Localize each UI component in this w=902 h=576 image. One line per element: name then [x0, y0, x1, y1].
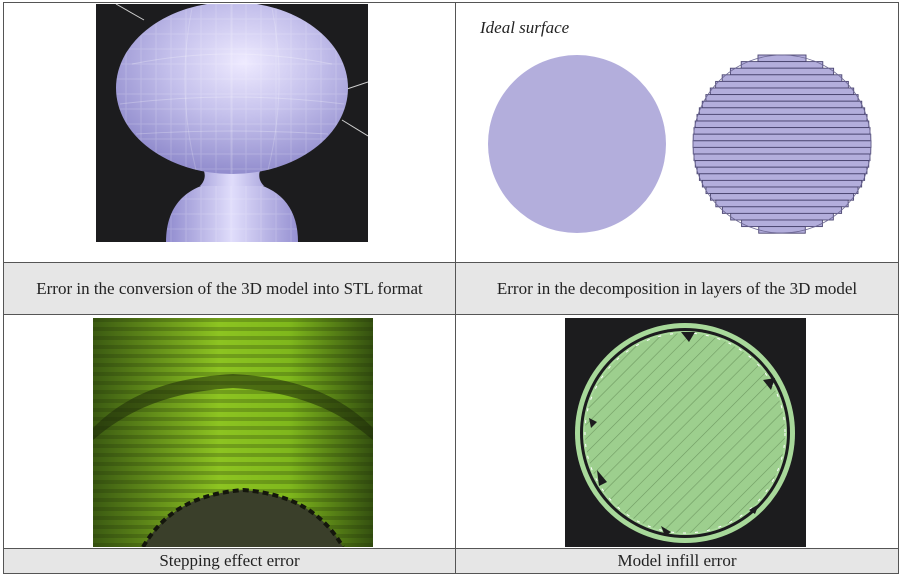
ideal-outline — [692, 54, 872, 234]
caption-infill-error: Model infill error — [456, 549, 898, 573]
layer-strip — [696, 166, 868, 175]
layer-strip — [705, 186, 859, 195]
layer-strip — [701, 100, 863, 109]
layer-decomposition-image — [480, 50, 880, 246]
layer-strip — [694, 160, 870, 168]
caption-stl-conversion: Error in the conversion of the 3D model … — [4, 263, 455, 314]
layer-strip — [693, 153, 871, 162]
layer-strip — [705, 94, 859, 102]
layer-strip — [715, 80, 849, 89]
layer-strip — [729, 67, 835, 76]
layer-strip — [698, 107, 866, 115]
row-divider — [3, 314, 899, 315]
layer-strip — [709, 87, 855, 96]
stepping-effect-image — [93, 318, 373, 547]
layer-strip — [721, 206, 843, 214]
layer-strip — [698, 173, 866, 181]
infill-error-image — [565, 318, 806, 547]
layered-circle — [692, 54, 872, 234]
layer-strip — [701, 179, 863, 188]
ideal-surface-label: Ideal surface — [480, 18, 570, 37]
layer-strip — [694, 120, 870, 129]
layer-strip — [692, 133, 872, 142]
layer-strip — [692, 146, 872, 155]
caption-layer-decomposition: Error in the decomposition in layers of … — [456, 263, 898, 314]
row-divider — [3, 262, 899, 263]
caption-stepping-effect: Stepping effect error — [4, 549, 455, 573]
layer-strip — [740, 61, 824, 69]
row-divider — [3, 548, 899, 549]
layer-strip — [715, 199, 849, 208]
layer-strip — [730, 212, 834, 221]
layer-strip — [709, 193, 855, 201]
layer-strip — [721, 74, 843, 82]
figure-table — [3, 2, 899, 574]
layer-strip — [692, 140, 872, 148]
layer-strip — [693, 127, 871, 135]
layer-strip — [696, 113, 868, 122]
column-divider — [455, 2, 456, 574]
layer-strip — [757, 54, 807, 63]
layer-strip — [741, 219, 823, 228]
layer-strip — [758, 226, 806, 234]
stl-conversion-image — [96, 4, 368, 242]
